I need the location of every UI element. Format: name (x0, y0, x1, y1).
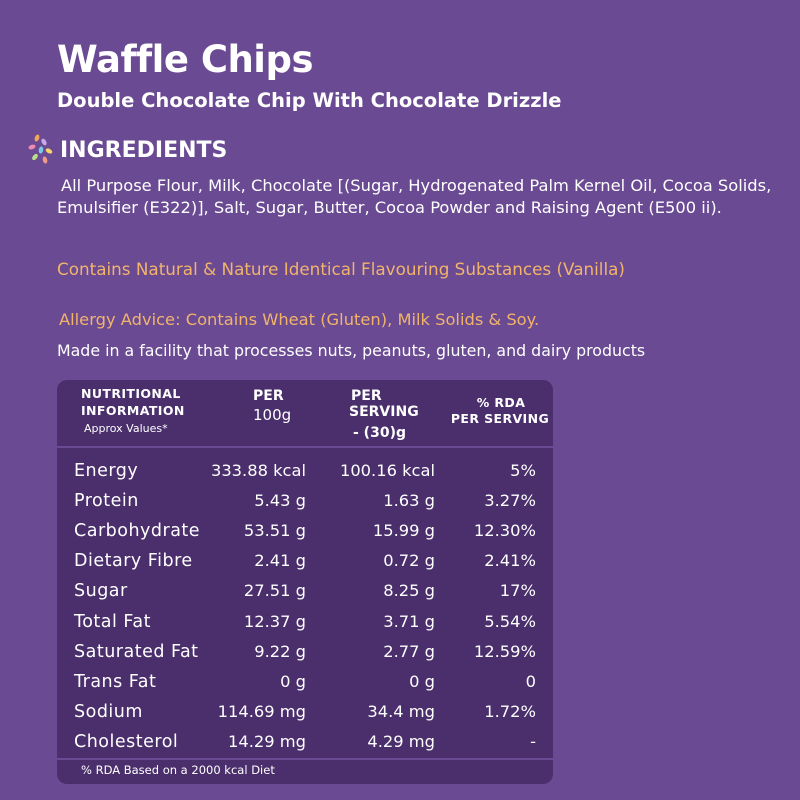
header-nutritional-line2: INFORMATION (81, 403, 185, 418)
rda-value: 5% (510, 461, 536, 480)
nutrient-name: Energy (74, 461, 139, 481)
rda-value: 5.54% (484, 611, 536, 631)
product-title: Waffle Chips (57, 38, 314, 81)
rda-value: 17% (499, 581, 536, 601)
nutrient-name: Trans Fat (74, 671, 157, 692)
rda-value: - (530, 731, 536, 751)
sprinkles-icon (28, 134, 53, 164)
table-row: Cholesterol 14.29 mg 4.29 mg - (57, 728, 553, 758)
per-100g-value: 9.22 g (254, 641, 306, 661)
header-serving-line1: PER (351, 388, 382, 404)
nutrient-name: Cholesterol (74, 731, 179, 752)
table-row: Saturated Fat 9.22 g 2.77 g 12.59% (57, 638, 553, 668)
per-serving-value: 8.25 g (383, 581, 435, 601)
per-100g-value: 53.51 g (243, 521, 306, 541)
per-serving-value: 15.99 g (372, 521, 435, 541)
ingredients-text: All Purpose Flour, Milk, Chocolate [(Sug… (57, 176, 772, 217)
table-row: Energy 333.88 kcal 100.16 kcal 5% (57, 457, 553, 487)
header-divider (57, 446, 553, 448)
rda-footnote: % RDA Based on a 2000 kcal Diet (81, 763, 275, 777)
nutrient-name: Sugar (74, 581, 128, 602)
nutrient-name: Sodium (74, 701, 143, 722)
table-row: Total Fat 12.37 g 3.71 g 5.54% (57, 608, 553, 638)
facility-note: Made in a facility that processes nuts, … (57, 341, 646, 360)
header-serving-line2: SERVING (349, 404, 419, 420)
header-per100-line1: PER (253, 388, 284, 404)
table-row: Trans Fat 0 g 0 g 0 (57, 668, 553, 698)
ingredients-heading: INGREDIENTS (60, 138, 228, 163)
header-rda-line2: PER SERVING (450, 411, 550, 426)
nutrient-name: Total Fat (74, 611, 151, 632)
rda-value: 12.30% (473, 521, 536, 541)
nutrient-name: Dietary Fibre (74, 551, 193, 572)
nutrient-name: Protein (74, 491, 139, 512)
nutrient-name: Saturated Fat (74, 641, 199, 662)
footer-divider (57, 758, 553, 760)
per-serving-value: 2.77 g (383, 641, 435, 661)
header-approx-values: Approx Values* (84, 422, 168, 435)
nutrient-name: Carbohydrate (74, 521, 201, 542)
nutrition-table: NUTRITIONAL INFORMATION Approx Values* P… (57, 380, 553, 784)
per-100g-value: 114.69 mg (217, 701, 306, 721)
rda-value: 0 (525, 671, 536, 691)
header-serving-line3: - (30)g (353, 425, 406, 441)
per-serving-value: 100.16 kcal (339, 461, 435, 480)
table-row: Protein 5.43 g 1.63 g 3.27% (57, 487, 553, 517)
per-100g-value: 12.37 g (243, 611, 306, 631)
table-row: Dietary Fibre 2.41 g 0.72 g 2.41% (57, 547, 553, 577)
table-row: Sodium 114.69 mg 34.4 mg 1.72% (57, 698, 553, 728)
per-100g-value: 2.41 g (254, 551, 306, 571)
header-per100-line2: 100g (253, 406, 292, 424)
header-rda-line1: % RDA (476, 395, 526, 410)
per-serving-value: 0.72 g (383, 551, 435, 571)
allergy-advice: Allergy Advice: Contains Wheat (Gluten),… (59, 310, 540, 329)
per-serving-value: 4.29 mg (367, 731, 435, 751)
header-nutritional-line1: NUTRITIONAL (81, 386, 181, 401)
per-serving-value: 0 g (409, 671, 435, 691)
product-subtitle: Double Chocolate Chip With Chocolate Dri… (57, 89, 562, 112)
flavouring-note: Contains Natural & Nature Identical Flav… (57, 259, 625, 279)
per-100g-value: 0 g (280, 671, 306, 691)
rda-value: 3.27% (484, 491, 536, 511)
rda-value: 2.41% (484, 551, 536, 571)
per-serving-value: 1.63 g (383, 491, 435, 511)
per-100g-value: 14.29 mg (228, 731, 306, 751)
rda-value: 12.59% (473, 641, 536, 661)
per-serving-value: 34.4 mg (367, 701, 435, 721)
table-row: Sugar 27.51 g 8.25 g 17% (57, 577, 553, 607)
per-100g-value: 333.88 kcal (210, 461, 306, 480)
per-100g-value: 5.43 g (254, 491, 306, 511)
per-serving-value: 3.71 g (383, 611, 435, 631)
rda-value: 1.72% (484, 701, 536, 721)
per-100g-value: 27.51 g (243, 581, 306, 601)
table-row: Carbohydrate 53.51 g 15.99 g 12.30% (57, 517, 553, 547)
